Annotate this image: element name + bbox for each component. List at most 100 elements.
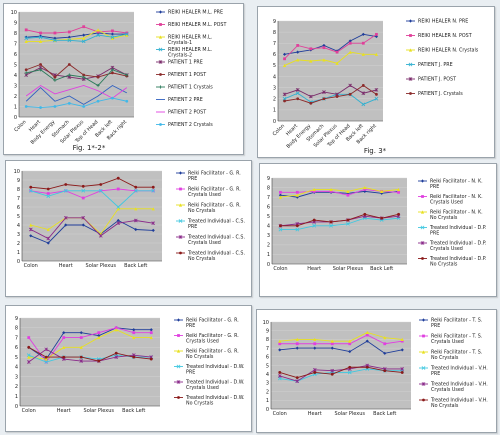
data-point [116,207,120,211]
y-tick-label: 7 [15,335,18,341]
legend-marker [408,62,413,67]
legend-marker [408,19,413,23]
data-point [374,96,379,101]
data-point [149,335,153,340]
y-tick-label: 9 [15,316,18,322]
data-point [383,351,387,355]
data-point [151,221,156,226]
series-line [284,84,377,98]
series-8 [25,84,128,105]
y-tick-label: 6 [267,204,270,210]
legend-label: REIKI HEALER M.L. PRE [168,10,223,16]
legend-label: PATIENT 2 POST [168,110,206,116]
data-point [348,41,352,45]
data-point [24,36,29,41]
series-line [284,92,377,105]
legend-entry: PATIENT J. Crystals [406,91,463,97]
data-point [116,218,120,223]
data-point [29,223,33,227]
data-point [279,224,282,228]
data-point [96,83,100,88]
data-point [96,75,100,79]
data-point [98,233,103,238]
data-point [330,342,334,346]
data-point [110,68,115,72]
data-point [97,335,101,340]
legend-marker [420,179,425,183]
data-point [149,331,153,335]
data-point [24,68,28,72]
legend-label: Treated Individual - V.H. PRE [430,366,488,377]
data-point [132,335,136,340]
legend-marker [420,241,425,245]
y-tick-label: 1 [267,252,270,258]
series-6 [27,345,153,363]
legend-marker [421,350,426,354]
y-tick-label: 10 [263,320,269,326]
legend-marker [422,398,425,402]
legend-label: Treated Individual - D.P. PRE [429,225,486,236]
data-point [296,97,300,101]
y-tick-label: 8 [266,337,269,343]
legend-label: REIKI HEALER N. Crystals [418,48,479,54]
legend-marker [176,349,181,353]
chart-panel-3: 0 1 2 3 4 5 6 7 8 9 10 Colon Heart Solar Plexus Back L… [5,160,252,297]
series-line [25,67,128,80]
data-point [283,57,286,61]
legend-entry: Reiki Facilitator - G. R. Crystals Used [174,333,239,345]
legend-entry: Reiki Facilitator - G. R. PRE [174,318,239,329]
legend-label: REIKI HEALER M.L. Crystals-2 [168,47,212,58]
legend-marker [176,364,181,369]
y-tick-label: 0 [267,262,270,268]
data-point [322,46,326,50]
data-point [363,212,367,216]
data-point [329,220,333,224]
data-point [116,176,120,180]
chart-panel-5: 0 1 2 3 4 5 6 7 8 9 Colon Heart Solar Plexus Back Lef… [5,305,252,432]
y-tick-label: 7 [267,195,270,201]
data-point [79,336,83,339]
data-point [64,223,68,227]
y-tick-label: 2 [14,94,17,100]
data-point [348,83,353,88]
y-tick-label: 7 [17,196,20,202]
x-tick-label: Back Left [122,408,145,414]
series-line [30,177,154,190]
y-tick-label: 6 [266,355,269,361]
data-point [81,196,85,200]
data-point [322,90,326,94]
data-point [330,339,334,343]
legend-label: PATIENT J. POST [418,77,456,83]
y-tick-label: 0 [17,259,20,265]
y-tick-label: 6 [273,52,276,58]
series-line [30,190,154,208]
y-tick-label: 1 [15,394,18,400]
y-tick-label: 9 [267,176,270,182]
series-3 [282,50,379,68]
data-point [67,35,71,39]
y-tick-label: 4 [273,74,276,80]
data-point [46,236,51,241]
data-point [282,63,287,68]
data-point [62,336,66,339]
data-point [44,360,49,364]
data-point [309,47,313,51]
y-tick-label: 4 [17,223,20,229]
data-point [282,92,287,97]
series-line [28,327,152,363]
data-point [282,52,287,56]
data-point [67,38,72,43]
data-point [133,188,138,193]
chart-panel-2: 0 1 2 3 4 5 6 7 8 9 Colon Heart Body Energy Stomach So… [257,6,495,158]
series-line [280,213,399,227]
legend-entry: PATIENT 2 PRE [156,97,203,103]
legend-entry: Reiki Facilitator - G. R. Crystals Used [176,187,241,198]
data-point [62,345,66,349]
data-point [27,355,31,359]
legend-marker [420,225,425,230]
data-point [278,348,282,352]
series-line [26,63,127,78]
series-line [284,84,377,104]
series-line [25,84,128,105]
